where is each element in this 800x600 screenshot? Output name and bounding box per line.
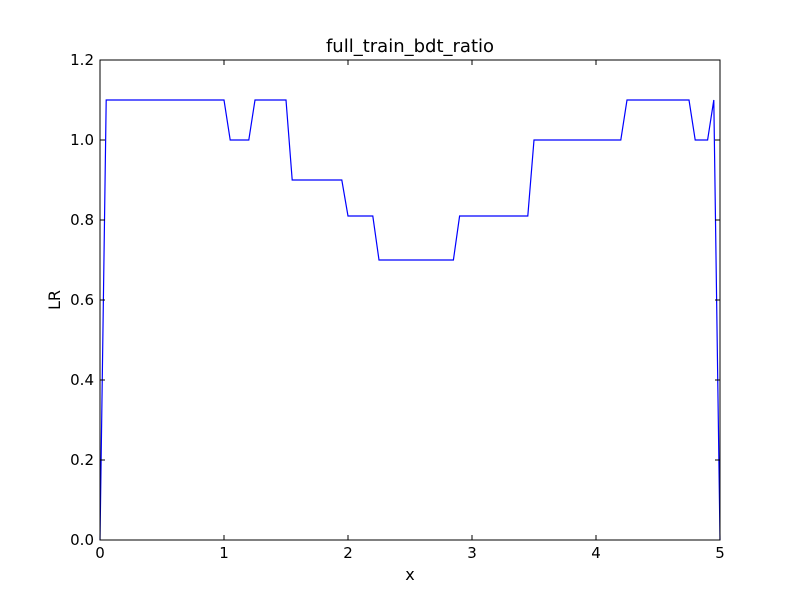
tick-labels: 0 1 2 3 4 5 0.0 0.2 0.4 0.6 0.8 1.0 1.2 — [70, 51, 725, 562]
y-tick-label: 0.8 — [70, 211, 94, 229]
y-tick-label: 0.0 — [70, 531, 94, 549]
x-tick-label: 3 — [467, 544, 477, 562]
series-line-0 — [99, 99, 721, 541]
axes-frame — [99, 59, 721, 541]
y-tick-label: 0.2 — [70, 451, 94, 469]
x-tick-label: 1 — [219, 544, 229, 562]
chart-title: full_train_bdt_ratio — [326, 36, 494, 57]
x-tick-label: 4 — [591, 544, 601, 562]
y-tick-label: 0.4 — [70, 371, 94, 389]
y-tick-label: 1.0 — [70, 131, 94, 149]
y-tick-label: 0.6 — [70, 291, 94, 309]
y-axis-label: LR — [45, 290, 64, 310]
y-tick-label: 1.2 — [70, 51, 94, 69]
plot-area — [99, 99, 721, 541]
axis-ticks — [99, 59, 721, 541]
x-tick-label: 2 — [343, 544, 353, 562]
x-tick-label: 5 — [715, 544, 725, 562]
x-tick-label: 0 — [95, 544, 105, 562]
x-axis-label: x — [405, 565, 414, 584]
